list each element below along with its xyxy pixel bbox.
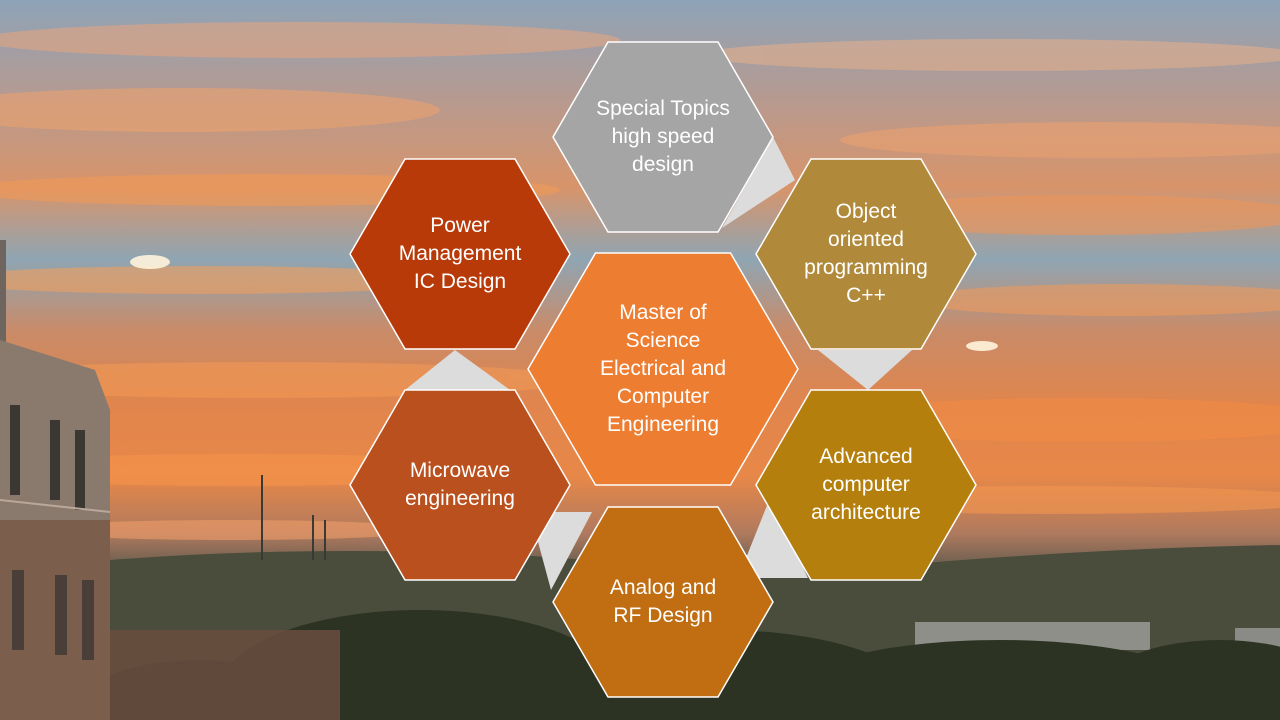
connector-triangle [405, 350, 510, 390]
microwave-hexagon [349, 389, 571, 581]
object-oriented-hexagon [755, 158, 977, 350]
center-hexagon [527, 252, 799, 486]
hex-label-center: Master of Science Electrical and Compute… [599, 301, 727, 436]
left-building [0, 240, 111, 720]
special-topics-hexagon [552, 41, 774, 233]
radio-towers [261, 475, 326, 560]
analog-rf-hexagon [552, 506, 774, 698]
hex-label-analog-rf: Analog and RF Design [609, 576, 717, 627]
hex-label-power-management: Power Management IC Design [398, 214, 522, 293]
connector-triangle [530, 512, 592, 590]
hex-label-special-topics: Special Topics high speed design [596, 97, 730, 176]
power-management-hexagon [349, 158, 571, 350]
connector-triangle [818, 350, 912, 390]
advanced-architecture-hexagon [755, 389, 977, 581]
connector-triangle [722, 137, 795, 228]
hex-label-microwave: Microwave engineering [405, 459, 515, 510]
connector-triangle [738, 498, 808, 578]
hex-label-advanced-architecture: Advanced computer architecture [811, 445, 921, 524]
hex-label-object-oriented: Object oriented programming C++ [804, 200, 928, 307]
